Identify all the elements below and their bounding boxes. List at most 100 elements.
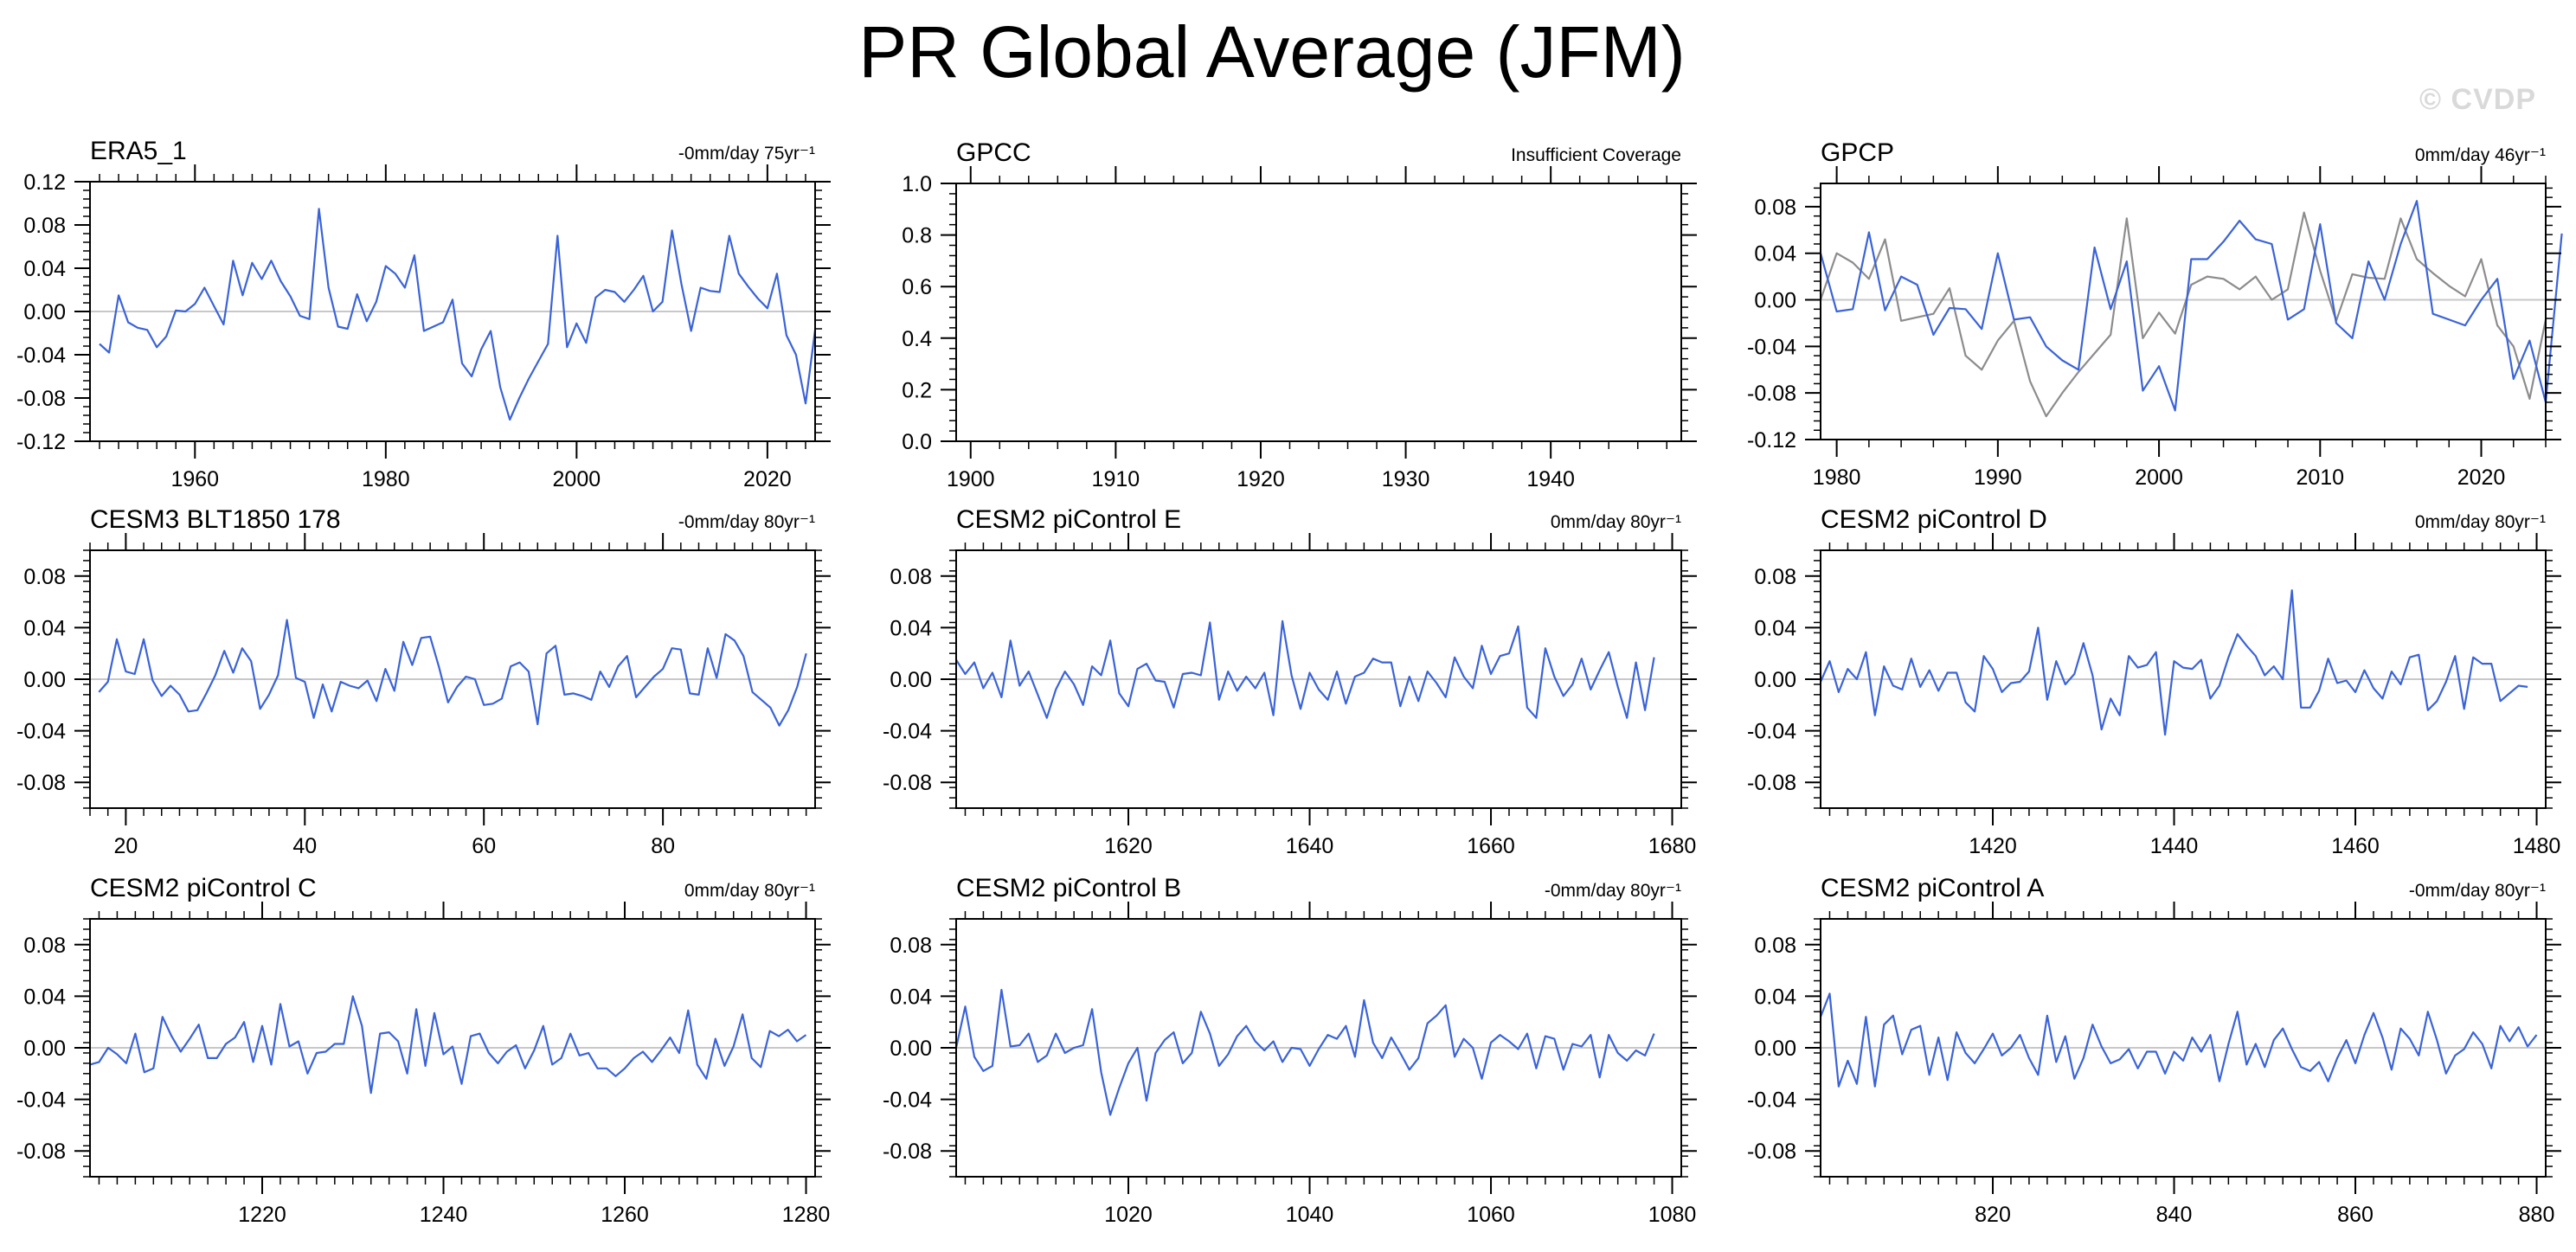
x-tick-label: 1020 [1104, 1203, 1153, 1227]
y-tick-label: 0.4 [902, 327, 932, 351]
series-line-0 [98, 619, 807, 727]
cvdp-watermark: © CVDP [2419, 83, 2536, 116]
y-tick-label: -0.12 [16, 430, 66, 454]
y-tick-label: 0.04 [890, 985, 932, 1009]
panel-annotation: 0mm/day 80yr⁻¹ [684, 881, 815, 901]
y-tick-label: -0.08 [16, 771, 66, 795]
x-tick-label: 40 [292, 834, 317, 858]
y-tick-label: 0.00 [1754, 668, 1796, 692]
y-tick-label: 0.00 [23, 668, 66, 692]
panel-title: CESM2 piControl A [1821, 874, 2044, 902]
y-tick-label: 0.04 [23, 257, 66, 281]
y-tick-label: 0.2 [902, 378, 932, 402]
x-tick-label: 1420 [1969, 834, 2017, 858]
panel-annotation: -0mm/day 80yr⁻¹ [1545, 881, 1681, 901]
y-tick-label: 0.12 [23, 170, 66, 195]
series-line-0 [1819, 992, 2538, 1088]
panel-title: GPCC [956, 138, 1031, 167]
y-tick-label: -0.04 [883, 720, 932, 744]
y-tick-label: 0.04 [23, 985, 66, 1009]
y-tick-label: -0.08 [1747, 771, 1796, 795]
x-tick-label: 2000 [2135, 465, 2183, 490]
x-tick-label: 840 [2156, 1203, 2193, 1227]
panel-annotation: -0mm/day 80yr⁻¹ [2409, 881, 2546, 901]
y-tick-label: -0.04 [1747, 335, 1796, 359]
x-tick-label: 1260 [601, 1203, 649, 1227]
y-tick-label: 0.04 [890, 616, 932, 640]
panel-2: 1980 1990 2000 2010 2020 -0.12 -0.08 -0.04 0.00 0… [1747, 138, 2563, 490]
series-line-0 [89, 995, 807, 1095]
y-tick-label: 0.00 [23, 300, 66, 324]
x-tick-label: 880 [2519, 1203, 2555, 1227]
x-tick-label: 1620 [1104, 834, 1153, 858]
x-tick-label: 1960 [170, 467, 219, 491]
y-tick-label: 0.04 [1754, 616, 1796, 640]
panel-3: 20 40 60 80 -0.08 -0.04 0.00 0.04 0.08 CESM3 BLT1… [16, 505, 831, 858]
panel-title: CESM2 piControl D [1821, 505, 2047, 534]
series-line-0 [1819, 211, 2547, 418]
figure-title: PR Global Average (JFM) [858, 11, 1686, 93]
panel-8: 820 840 860 880 -0.08 -0.04 0.00 0.04 0.08 CESM2 … [1747, 874, 2561, 1227]
y-tick-label: 0.00 [23, 1037, 66, 1061]
x-tick-label: 1660 [1467, 834, 1515, 858]
plot-frame [955, 183, 1682, 442]
x-tick-label: 1640 [1286, 834, 1334, 858]
x-tick-label: 2020 [743, 467, 792, 491]
panel-title: CESM2 piControl B [956, 874, 1181, 902]
panel-title: CESM2 piControl C [90, 874, 317, 902]
y-tick-label: -0.04 [16, 1088, 66, 1113]
panel-6: 1220 1240 1260 1280 -0.08 -0.04 0.00 0.04 0.08 CE… [16, 874, 831, 1227]
x-tick-label: 80 [651, 834, 675, 858]
panel-7: 1020 1040 1060 1080 -0.08 -0.04 0.00 0.04 0.08 CE… [883, 874, 1697, 1227]
y-tick-label: 0.04 [1754, 242, 1796, 266]
y-tick-label: -0.08 [1747, 1140, 1796, 1164]
series-line-0 [1819, 589, 2528, 736]
x-tick-label: 1280 [782, 1203, 831, 1227]
y-tick-label: 0.04 [23, 616, 66, 640]
panel-title: ERA5_1 [90, 137, 187, 165]
series-line-0 [99, 208, 817, 421]
x-tick-label: 1940 [1526, 467, 1575, 491]
x-tick-label: 1060 [1467, 1203, 1515, 1227]
x-tick-label: 1040 [1286, 1203, 1334, 1227]
series-line-0 [954, 988, 1655, 1116]
y-tick-label: 0.08 [23, 934, 66, 958]
panel-annotation: 0mm/day 46yr⁻¹ [2415, 145, 2546, 165]
y-tick-label: 0.08 [1754, 565, 1796, 589]
x-tick-label: 1990 [1974, 465, 2022, 490]
panel-annotation: Insufficient Coverage [1511, 145, 1681, 165]
y-tick-label: 0.08 [23, 214, 66, 238]
x-tick-label: 1930 [1382, 467, 1430, 491]
panel-5: 1420 1440 1460 1480 -0.08 -0.04 0.00 0.04 0.08 CE… [1747, 505, 2561, 858]
y-tick-label: -0.08 [1747, 382, 1796, 406]
panel-title: CESM2 piControl E [956, 505, 1181, 534]
x-tick-label: 860 [2337, 1203, 2374, 1227]
x-tick-label: 1980 [362, 467, 410, 491]
y-tick-label: -0.04 [883, 1088, 932, 1113]
x-tick-label: 820 [1975, 1203, 2011, 1227]
y-tick-label: -0.08 [883, 771, 932, 795]
y-tick-label: -0.04 [16, 343, 66, 368]
x-tick-label: 1680 [1648, 834, 1697, 858]
y-tick-label: -0.08 [16, 1140, 66, 1164]
x-tick-label: 1460 [2331, 834, 2380, 858]
panel-title: CESM3 BLT1850 178 [90, 505, 341, 534]
y-tick-label: 0.6 [902, 275, 932, 299]
y-tick-label: -0.08 [883, 1140, 932, 1164]
panel-title: GPCP [1821, 138, 1894, 167]
y-tick-label: 0.00 [1754, 1037, 1796, 1061]
x-tick-label: 1080 [1648, 1203, 1697, 1227]
x-tick-label: 1910 [1092, 467, 1140, 491]
y-tick-label: 0.08 [890, 934, 932, 958]
y-tick-label: 0.04 [1754, 985, 1796, 1009]
y-tick-label: 0.00 [1754, 289, 1796, 313]
x-tick-label: 1480 [2513, 834, 2561, 858]
x-tick-label: 1220 [238, 1203, 286, 1227]
y-tick-label: 0.08 [890, 565, 932, 589]
y-tick-label: 0.0 [902, 430, 932, 454]
plot-frame [1820, 183, 2547, 440]
y-tick-label: 0.00 [890, 668, 932, 692]
x-tick-label: 1440 [2150, 834, 2199, 858]
y-tick-label: 0.08 [1754, 196, 1796, 220]
